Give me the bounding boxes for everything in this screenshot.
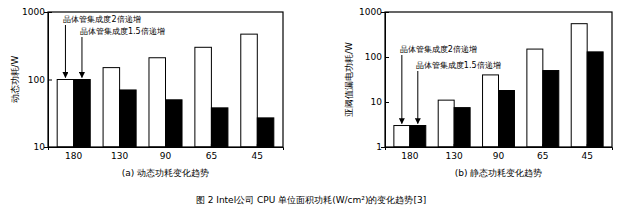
tick-mark bbox=[385, 12, 389, 13]
bar bbox=[571, 24, 587, 147]
tick-label: 90 bbox=[493, 151, 505, 161]
axis-line bbox=[386, 148, 613, 151]
subtitle: (b) 静态功耗变化趋势 bbox=[455, 168, 543, 178]
tick: 1000 bbox=[22, 7, 52, 17]
tick-label: 90 bbox=[160, 151, 172, 161]
bar bbox=[211, 108, 228, 147]
series-annotation: 晶体管集成度2倍递增 bbox=[400, 45, 477, 54]
y-axis: 1 10 100 1000 bbox=[359, 7, 389, 152]
tick-mark bbox=[165, 144, 166, 147]
tick-label: 45 bbox=[252, 151, 263, 161]
tick-mark bbox=[385, 57, 389, 58]
tick-mark bbox=[454, 144, 455, 147]
bar bbox=[543, 71, 559, 147]
tick-mark bbox=[73, 144, 74, 147]
series-annotation: 晶体管集成度2倍递增 bbox=[63, 15, 140, 24]
tick-label: 10 bbox=[34, 142, 46, 152]
plot-frame bbox=[48, 12, 283, 147]
tick-mark bbox=[119, 144, 120, 147]
tick-label: 45 bbox=[581, 151, 592, 161]
panel: 10 100 1000 180 130 90 65 45 动态功耗/W (a) 动态功耗变化趋势 晶… bbox=[10, 7, 284, 178]
tick-mark bbox=[587, 144, 588, 147]
tick: 1000 bbox=[359, 7, 389, 17]
x-axis: 180 130 90 65 45 bbox=[386, 144, 613, 161]
tick-label: 180 bbox=[401, 151, 418, 161]
annotation-arrow bbox=[401, 55, 402, 124]
bar bbox=[454, 108, 470, 147]
series-annotation: 晶体管集成度1.5倍递增 bbox=[80, 27, 165, 36]
tick-mark bbox=[385, 102, 389, 103]
tick: 180 bbox=[401, 144, 418, 161]
tick-label: 100 bbox=[28, 75, 45, 85]
bar bbox=[166, 100, 183, 147]
bar bbox=[527, 49, 543, 147]
tick: 90 bbox=[493, 144, 505, 161]
bar bbox=[499, 91, 515, 147]
tick-label: 1000 bbox=[359, 7, 382, 17]
plot-frame bbox=[385, 12, 612, 147]
tick: 130 bbox=[111, 144, 128, 161]
bar bbox=[103, 68, 120, 147]
bar bbox=[149, 58, 166, 147]
bar bbox=[438, 100, 454, 147]
y-axis-title: 亚阈值漏电功耗/W bbox=[344, 42, 354, 117]
bar bbox=[241, 34, 258, 147]
y-axis-title: 动态功耗/W bbox=[10, 55, 20, 103]
tick: 180 bbox=[65, 144, 82, 161]
tick-mark bbox=[409, 144, 410, 147]
tick-label: 65 bbox=[537, 151, 548, 161]
series-annotation: 晶体管集成度1.5倍递增 bbox=[416, 61, 501, 70]
tick-label: 100 bbox=[365, 52, 382, 62]
axis-line bbox=[381, 13, 386, 148]
tick: 65 bbox=[537, 144, 548, 161]
tick-mark bbox=[498, 144, 499, 147]
bar bbox=[394, 126, 410, 147]
tick-label: 130 bbox=[111, 151, 128, 161]
tick-mark bbox=[48, 80, 52, 81]
tick-mark bbox=[48, 12, 52, 13]
figure: 10 100 1000 180 130 90 65 45 动态功耗/W (a) 动态功耗变化趋势 晶… bbox=[0, 0, 622, 224]
y-axis: 10 100 1000 bbox=[22, 7, 52, 152]
annotation-arrow bbox=[417, 71, 418, 124]
caption: 图 2 Intel公司 CPU 单位面积功耗(W/cm²)的变化趋势[3] bbox=[196, 195, 426, 205]
tick: 130 bbox=[446, 144, 463, 161]
bar bbox=[74, 80, 91, 148]
bar bbox=[257, 118, 274, 147]
tick-label: 1 bbox=[376, 142, 382, 152]
tick: 45 bbox=[252, 144, 263, 161]
tick-mark bbox=[211, 144, 212, 147]
tick-mark bbox=[257, 144, 258, 147]
tick-label: 180 bbox=[65, 151, 82, 161]
tick-label: 65 bbox=[206, 151, 217, 161]
tick: 100 bbox=[28, 75, 52, 85]
tick-label: 1000 bbox=[22, 7, 45, 17]
tick-mark bbox=[542, 144, 543, 147]
bar bbox=[410, 126, 426, 147]
annotation-arrow bbox=[81, 37, 82, 78]
tick-label: 130 bbox=[446, 151, 463, 161]
tick: 65 bbox=[206, 144, 217, 161]
tick-label: 10 bbox=[371, 97, 383, 107]
bar bbox=[120, 90, 137, 147]
axis-line bbox=[49, 148, 284, 151]
tick: 10 bbox=[371, 97, 389, 107]
bar bbox=[483, 75, 499, 147]
tick: 100 bbox=[365, 52, 389, 62]
bar bbox=[195, 47, 212, 147]
panel: 1 10 100 1000 180 130 90 65 45 亚阈值漏电功耗/W (b) 静态功耗变… bbox=[344, 7, 613, 178]
x-axis: 180 130 90 65 45 bbox=[49, 144, 284, 161]
tick: 45 bbox=[581, 144, 592, 161]
bars bbox=[394, 24, 603, 147]
bar bbox=[587, 52, 603, 147]
tick: 90 bbox=[160, 144, 172, 161]
annotation-arrow bbox=[65, 25, 66, 78]
subtitle: (a) 动态功耗变化趋势 bbox=[122, 168, 209, 178]
bar bbox=[57, 80, 74, 148]
bars bbox=[57, 34, 274, 147]
